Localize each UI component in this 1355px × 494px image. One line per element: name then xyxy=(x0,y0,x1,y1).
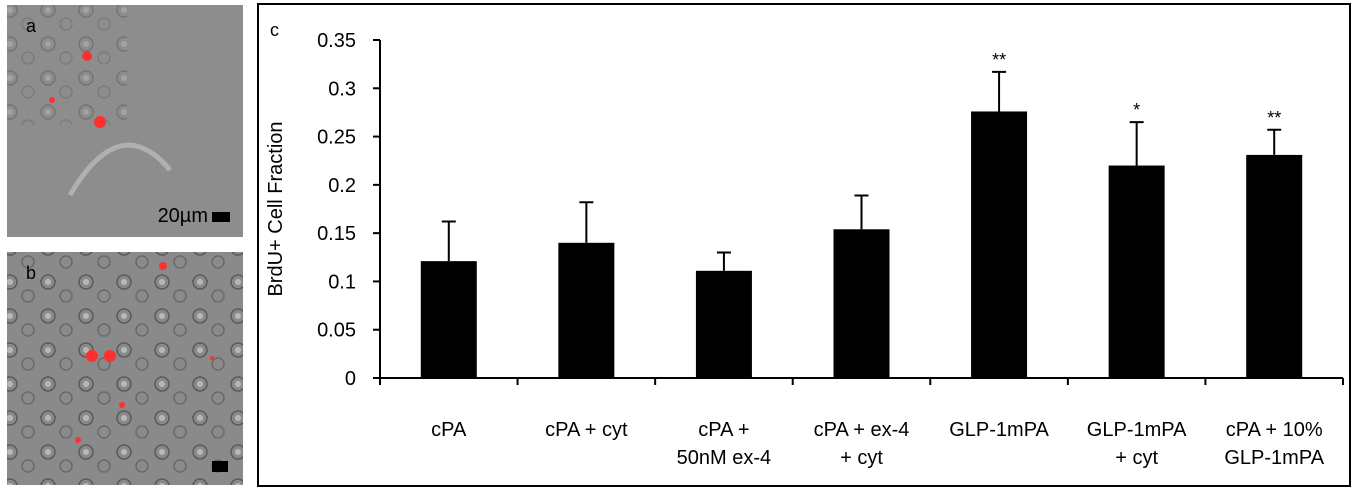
micrograph-a xyxy=(7,5,243,237)
bar xyxy=(1246,154,1303,378)
error-bar xyxy=(854,194,869,230)
bar xyxy=(833,229,890,378)
y-tick-label: 0.3 xyxy=(328,78,356,100)
y-tick-label: 0.15 xyxy=(317,223,356,245)
y-tick-label: 0.35 xyxy=(317,30,356,52)
scale-label: 20µm xyxy=(158,205,208,227)
x-tick-label: + cyt xyxy=(840,447,883,469)
y-tick-label: 0.25 xyxy=(317,127,356,149)
panel-label: b xyxy=(26,263,36,283)
chart-frame xyxy=(257,3,1351,487)
bar xyxy=(971,111,1028,378)
x-tick-label: cPA + 10% xyxy=(1226,419,1323,441)
error-bar xyxy=(992,70,1007,112)
error-bar xyxy=(1129,121,1144,166)
y-axis-label: BrdU+ Cell Fraction xyxy=(265,121,287,296)
x-tick-label: GLP-1mPA xyxy=(949,419,1049,441)
error-bar xyxy=(441,220,456,262)
y-tick-label: 0.1 xyxy=(328,271,356,293)
x-tick-label: GLP-1mPA xyxy=(1224,447,1324,469)
y-tick-label: 0 xyxy=(345,368,356,390)
error-bar xyxy=(1267,128,1282,155)
x-tick-label: GLP-1mPA xyxy=(1087,419,1187,441)
significance-label: * xyxy=(1133,100,1140,120)
x-tick-label: 50nM ex-4 xyxy=(677,447,772,469)
error-bar xyxy=(716,251,731,271)
bar xyxy=(420,261,477,378)
x-tick-label: cPA + cyt xyxy=(545,419,628,441)
x-tick-label: cPA + xyxy=(698,419,749,441)
bar xyxy=(1108,165,1165,378)
bar xyxy=(695,270,752,378)
error-bar xyxy=(579,201,594,243)
x-tick-label: cPA xyxy=(431,419,467,441)
y-tick-label: 0.2 xyxy=(328,175,356,197)
micrograph-b xyxy=(7,252,243,485)
significance-label: ** xyxy=(1267,108,1281,128)
bar xyxy=(558,242,615,378)
panel-label: a xyxy=(26,16,37,36)
x-tick-label: + cyt xyxy=(1115,447,1158,469)
x-tick-label: cPA + ex-4 xyxy=(814,419,910,441)
panel-label: c xyxy=(270,20,279,40)
y-tick-label: 0.05 xyxy=(317,320,356,342)
significance-label: ** xyxy=(992,50,1006,70)
